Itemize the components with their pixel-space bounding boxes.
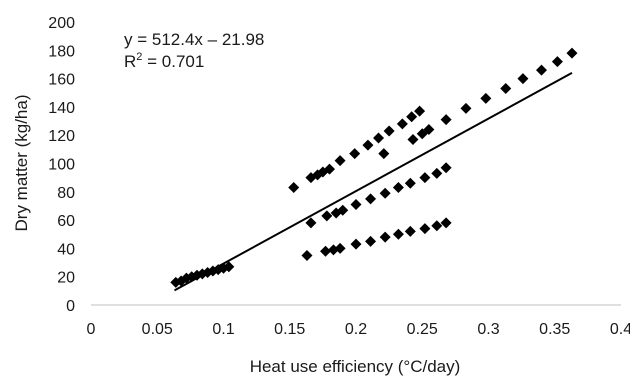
data-point (334, 155, 346, 167)
data-point (566, 47, 578, 59)
data-point (404, 225, 416, 237)
r-squared-superscript: 2 (136, 51, 142, 63)
y-tick-label: 180 (48, 43, 75, 60)
y-tick-label: 200 (48, 15, 75, 32)
x-tick-label: 0.4 (610, 321, 630, 338)
data-point (334, 242, 346, 254)
data-point (305, 217, 317, 229)
data-point (551, 56, 563, 68)
data-point (378, 148, 390, 160)
x-tick-label: 0.25 (407, 321, 438, 338)
y-tick-label: 20 (57, 270, 75, 287)
x-tick-label: 0.2 (345, 321, 367, 338)
x-tick-label: 0.3 (477, 321, 499, 338)
data-point (404, 177, 416, 189)
trendline (173, 72, 573, 292)
data-point (419, 223, 431, 235)
y-tick-label: 120 (48, 128, 75, 145)
data-point (320, 245, 332, 257)
data-point (396, 118, 408, 130)
data-point (362, 139, 374, 151)
data-point (350, 238, 362, 250)
y-axis-ticks: 0 20 40 60 80 100 120 140 160 180 200 (48, 15, 75, 315)
data-point (223, 261, 235, 273)
r-squared-label: R2 = 0.701 (124, 51, 204, 71)
data-point (440, 217, 452, 229)
y-tick-label: 100 (48, 157, 75, 174)
data-point (431, 220, 443, 232)
x-tick-label: 0 (87, 321, 96, 338)
data-point (288, 182, 300, 194)
x-axis-ticks: 0 0.05 0.1 0.15 0.2 0.25 0.3 0.35 0.4 (87, 321, 630, 338)
data-point (392, 228, 404, 240)
y-tick-label: 60 (57, 213, 75, 230)
data-point (383, 125, 395, 137)
data-point (379, 231, 391, 243)
data-point (373, 132, 385, 144)
data-point (365, 235, 377, 247)
x-tick-label: 0.05 (142, 321, 173, 338)
data-point (301, 249, 313, 261)
data-point (414, 105, 426, 117)
data-point (480, 92, 492, 104)
y-tick-label: 140 (48, 100, 75, 117)
y-tick-label: 160 (48, 72, 75, 89)
y-tick-label: 80 (57, 185, 75, 202)
data-point (440, 162, 452, 174)
x-tick-label: 0.1 (212, 321, 234, 338)
r-squared-prefix: R (124, 52, 136, 71)
data-point (407, 133, 419, 145)
data-points (170, 47, 578, 288)
data-point (321, 210, 333, 222)
r-squared-value: = 0.701 (142, 52, 204, 71)
data-point (440, 114, 452, 126)
y-axis-title: Dry matter (kg/ha) (12, 95, 31, 232)
data-point (517, 73, 529, 85)
data-point (500, 83, 512, 95)
data-point (536, 64, 547, 76)
data-point (349, 148, 361, 160)
data-point (406, 111, 418, 123)
trendline-equation: y = 512.4x – 21.98 (124, 30, 264, 49)
x-tick-label: 0.35 (539, 321, 570, 338)
y-tick-label: 40 (57, 241, 75, 258)
data-point (460, 102, 472, 114)
data-point (337, 204, 349, 216)
data-point (379, 187, 391, 199)
x-tick-label: 0.15 (274, 321, 305, 338)
data-point (423, 124, 435, 136)
data-point (431, 167, 443, 179)
data-point (419, 172, 431, 184)
x-axis-title: Heat use efficiency (°C/day) (250, 357, 461, 376)
y-tick-label: 0 (66, 298, 75, 315)
data-point (365, 193, 377, 205)
data-point (324, 163, 335, 175)
data-point (350, 199, 362, 211)
data-point (392, 182, 404, 194)
